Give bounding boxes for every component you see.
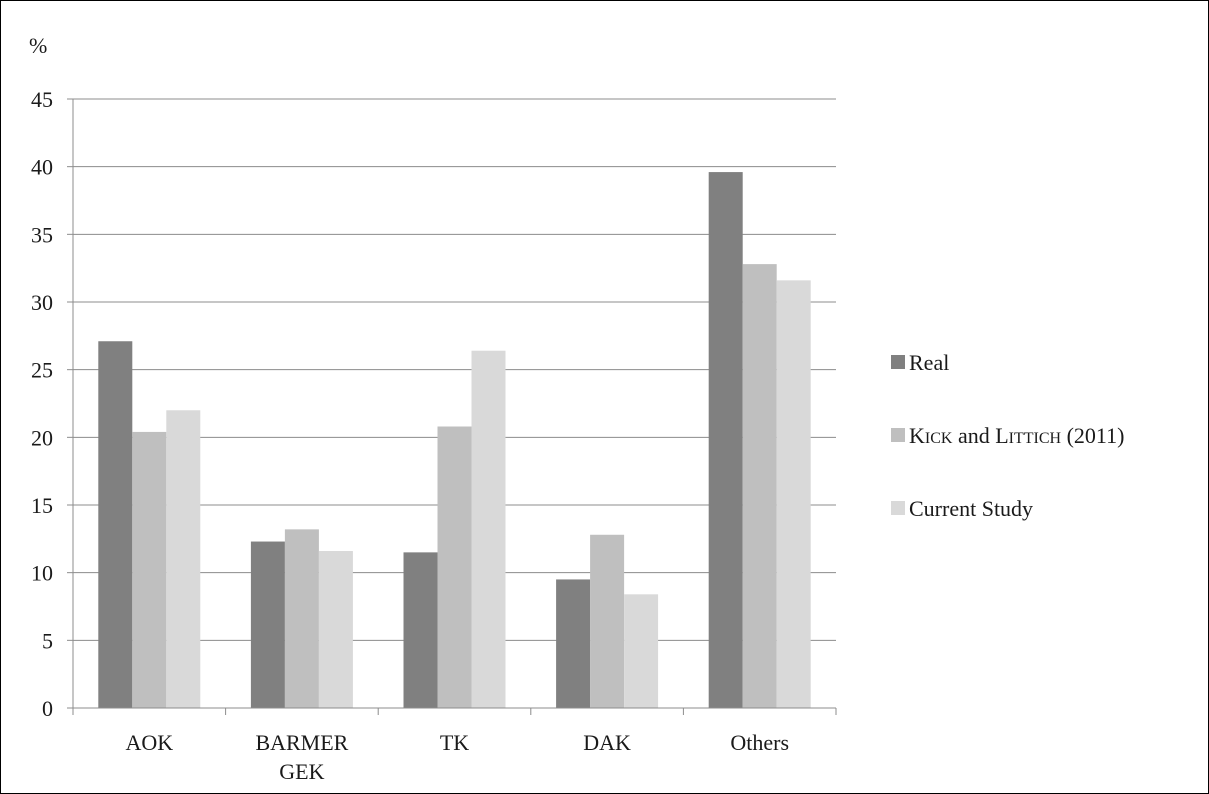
legend-label: Current Study — [909, 496, 1033, 521]
y-tick-label: 45 — [31, 87, 53, 112]
bar — [98, 341, 133, 708]
bar — [437, 426, 472, 708]
bar — [708, 172, 743, 708]
y-tick-label: 25 — [31, 358, 53, 383]
bar — [284, 529, 319, 708]
y-tick-label: 20 — [31, 425, 53, 450]
legend-label: Real — [909, 350, 949, 375]
bar — [776, 280, 811, 708]
bar — [132, 431, 167, 708]
x-category-label: BARMER GEK — [255, 730, 348, 784]
bar — [403, 552, 438, 708]
legend-swatch — [891, 355, 905, 369]
y-tick-label: 30 — [31, 290, 53, 315]
bar — [318, 551, 353, 708]
x-category-label: TK — [440, 730, 469, 755]
x-category-label: AOK — [125, 730, 173, 755]
y-tick-label: 35 — [31, 222, 53, 247]
y-tick-label: 15 — [31, 493, 53, 518]
x-category-label: Others — [730, 730, 789, 755]
legend-swatch — [891, 501, 905, 515]
axis-labels: % 0 5 10 15 20 25 30 35 40 45 AOK BARMER GEK TK DAK Oth… — [29, 33, 789, 784]
bar — [166, 410, 201, 708]
bars — [98, 172, 811, 708]
y-tick-label: 10 — [31, 561, 53, 586]
legend-swatch — [891, 428, 905, 442]
bar — [624, 594, 659, 708]
y-axis-label: % — [29, 33, 47, 58]
x-category-label: DAK — [583, 730, 631, 755]
bar — [742, 264, 777, 708]
legend-label: KICK and LITTICH (2011) — [909, 423, 1124, 448]
legend: Real KICK and LITTICH (2011) Current Study — [891, 350, 1124, 521]
bar — [471, 350, 506, 708]
y-tick-label: 0 — [42, 696, 53, 721]
y-tick-label: 5 — [42, 628, 53, 653]
axes — [67, 98, 837, 715]
bar — [250, 541, 285, 708]
bar — [590, 534, 625, 708]
bar — [556, 579, 591, 708]
y-tick-label: 40 — [31, 155, 53, 180]
